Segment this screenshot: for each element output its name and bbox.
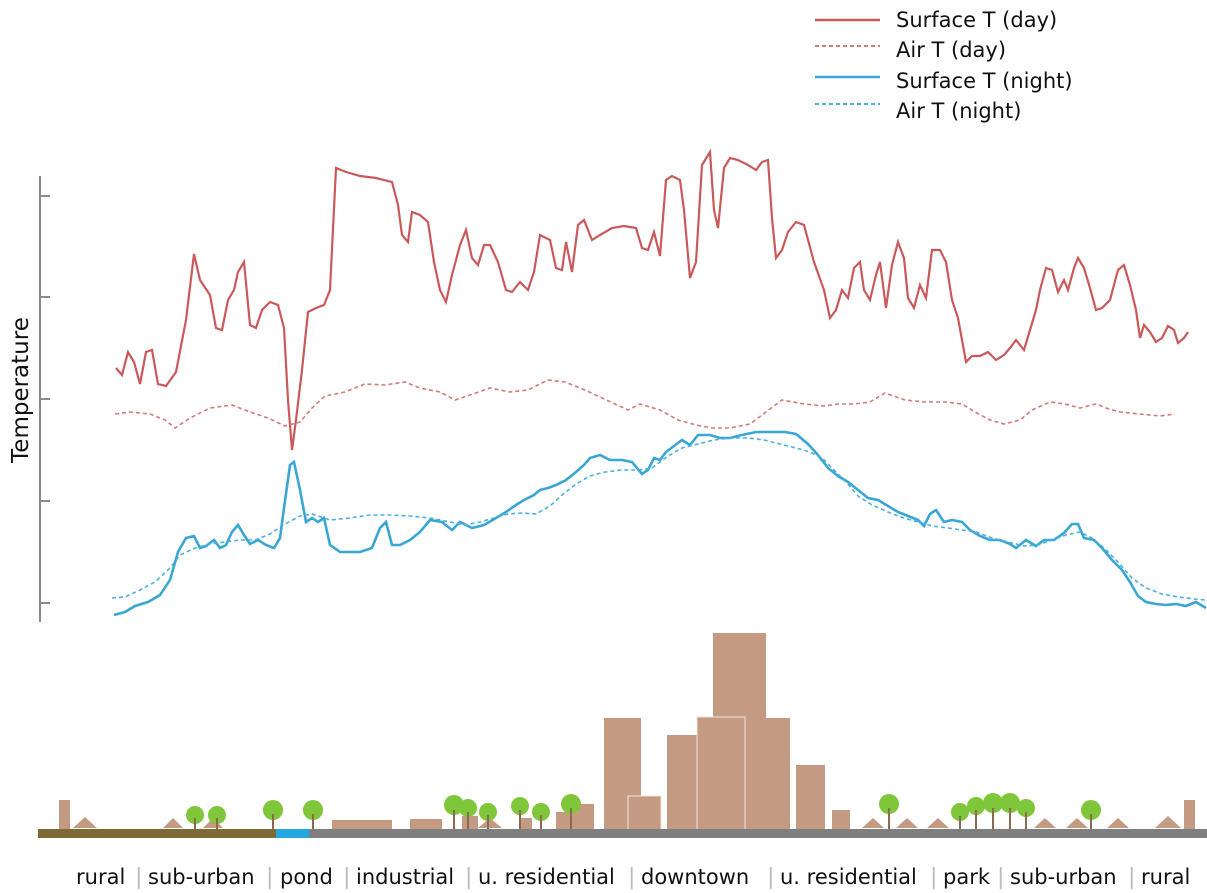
segment-label-rural-2: rural: [1141, 865, 1190, 889]
tree: [951, 793, 1035, 830]
series-line-air-night: [111, 437, 1207, 601]
building: [896, 818, 918, 828]
segment-label-rural: rural: [76, 865, 125, 889]
segment-label-u-residential: u. residential: [478, 865, 615, 889]
building: [1155, 816, 1181, 828]
building: [410, 819, 442, 830]
trees: [186, 793, 1101, 830]
legend-entry-air-day: Air T (day): [815, 38, 1006, 62]
segment-label-industrial: industrial: [356, 865, 454, 889]
legend-label-surface-night: Surface T (night): [896, 69, 1073, 93]
building: [627, 795, 662, 831]
building: [332, 820, 392, 830]
building: [578, 804, 594, 830]
segment-separator: |: [767, 865, 774, 890]
tree: [263, 800, 283, 830]
tree: [186, 806, 226, 830]
building: [462, 816, 478, 830]
building: [667, 735, 699, 830]
building: [927, 818, 949, 828]
building: [163, 818, 183, 828]
series-line-air-day: [114, 379, 1176, 429]
series-line-surface-night: [113, 430, 1207, 617]
tree: [879, 794, 899, 830]
tree: [1081, 800, 1101, 830]
segment-separator: |: [135, 865, 142, 890]
building: [1107, 818, 1129, 828]
building: [796, 765, 825, 830]
segment-labels: rural | sub-urban | pond | industrial | …: [76, 865, 1190, 890]
y-axis-title: Temperature: [8, 317, 34, 464]
segment-label-sub-urban: sub-urban: [148, 865, 255, 889]
legend: Surface T (day) Air T (day) Surface T (n…: [815, 8, 1073, 123]
segment-separator: |: [628, 865, 635, 890]
city-profile: [59, 633, 1195, 831]
series-line-surface-day: [115, 148, 1189, 451]
segment-separator: |: [343, 865, 350, 890]
building: [73, 817, 97, 828]
building: [59, 800, 70, 830]
segment-separator: |: [1128, 865, 1135, 890]
legend-label-air-day: Air T (day): [896, 38, 1006, 62]
tree: [444, 795, 497, 830]
building: [478, 818, 502, 828]
legend-label-air-night: Air T (night): [896, 99, 1021, 123]
building: [1184, 800, 1195, 830]
segment-label-pond: pond: [280, 865, 333, 889]
legend-entry-air-night: Air T (night): [815, 99, 1021, 123]
building: [832, 810, 850, 830]
building: [862, 818, 884, 828]
segment-separator: |: [997, 865, 1004, 890]
building: [556, 812, 578, 830]
building: [520, 818, 532, 830]
tree: [303, 800, 323, 830]
y-axis: Temperature: [8, 176, 50, 622]
legend-label-surface-day: Surface T (day): [896, 8, 1057, 32]
tree: [511, 794, 581, 830]
segment-separator: |: [266, 865, 273, 890]
segment-label-park: park: [943, 865, 991, 889]
building: [766, 718, 790, 830]
series-lines: [111, 148, 1207, 617]
segment-separator: |: [465, 865, 472, 890]
legend-entry-surface-night: Surface T (night): [815, 69, 1073, 93]
segment-label-u-residential-2: u. residential: [780, 865, 917, 889]
legend-entry-surface-day: Surface T (day): [815, 8, 1057, 32]
segment-label-downtown: downtown: [641, 865, 749, 889]
building: [1066, 818, 1088, 828]
building: [696, 716, 746, 831]
ground-rural: [38, 829, 276, 838]
ground-pond: [276, 829, 309, 838]
building: [1034, 818, 1056, 828]
segment-separator: |: [930, 865, 937, 890]
ground-urban: [309, 829, 1207, 838]
segment-label-sub-urban-2: sub-urban: [1010, 865, 1117, 889]
ground: [38, 829, 1207, 838]
